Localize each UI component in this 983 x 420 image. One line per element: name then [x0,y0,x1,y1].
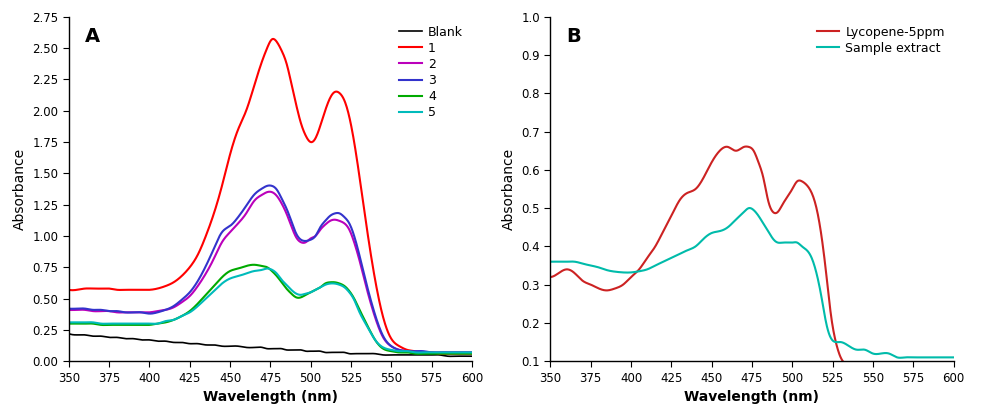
Sample extract [780,240,791,245]
Blank [297,348,309,353]
1 [298,128,310,133]
Line: Blank: Blank [69,333,472,356]
Lycopene-5ppm [569,271,581,276]
5 [87,320,99,325]
1 [308,138,319,143]
5 [63,320,75,325]
3 [63,306,75,311]
2 [308,234,319,239]
5 [308,288,319,293]
2 [63,307,75,312]
1 [411,349,423,354]
Lycopene-5ppm [802,184,814,189]
Blank [319,350,331,355]
Lycopene-5ppm [893,362,904,368]
Lycopene-5ppm [780,198,791,203]
Line: Sample extract: Sample extract [550,208,954,358]
2 [87,309,99,314]
Line: 1: 1 [69,39,472,354]
Sample extract [893,355,904,360]
3 [466,350,478,355]
3 [411,349,423,354]
Lycopene-5ppm [948,362,959,368]
3 [320,218,332,223]
Lycopene-5ppm [789,181,801,186]
4 [320,281,332,286]
X-axis label: Wavelength (nm): Wavelength (nm) [202,390,338,404]
Sample extract [948,355,959,360]
Sample extract [802,249,814,254]
2 [411,350,423,355]
4 [369,337,380,342]
Blank [466,354,478,359]
Line: 4: 4 [69,265,472,354]
3 [429,350,440,355]
Sample extract [895,355,906,360]
3 [308,235,319,240]
Lycopene-5ppm [740,144,752,149]
4 [298,294,310,299]
Sample extract [569,259,581,264]
Lycopene-5ppm [851,362,863,368]
5 [411,350,423,355]
4 [248,262,260,267]
2 [413,350,425,355]
5 [261,266,273,271]
1 [369,277,380,282]
4 [411,351,423,356]
1 [63,287,75,292]
Sample extract [850,347,862,352]
5 [466,350,478,355]
1 [466,351,478,356]
Legend: Blank, 1, 2, 3, 4, 5: Blank, 1, 2, 3, 4, 5 [397,23,466,122]
2 [466,350,478,355]
5 [369,337,380,342]
3 [369,312,380,317]
Y-axis label: Absorbance: Absorbance [13,148,27,230]
Blank [369,351,380,356]
Legend: Lycopene-5ppm, Sample extract: Lycopene-5ppm, Sample extract [814,23,948,57]
3 [298,238,310,243]
Line: Lycopene-5ppm: Lycopene-5ppm [550,147,954,365]
Sample extract [789,240,801,245]
Y-axis label: Absorbance: Absorbance [502,148,516,230]
Text: A: A [85,27,100,46]
4 [308,288,319,293]
Sample extract [545,259,556,264]
Line: 2: 2 [69,192,472,352]
1 [267,37,279,42]
X-axis label: Wavelength (nm): Wavelength (nm) [684,390,820,404]
4 [63,321,75,326]
Blank [444,354,456,359]
1 [436,351,448,356]
1 [320,105,332,110]
Blank [63,331,75,336]
2 [320,221,332,226]
2 [263,189,275,194]
2 [369,315,380,320]
4 [413,351,425,356]
4 [87,321,99,326]
Blank [410,352,422,357]
5 [320,282,332,287]
Blank [87,333,99,339]
Line: 3: 3 [69,186,472,352]
Sample extract [744,205,756,210]
3 [87,307,99,312]
Line: 5: 5 [69,268,472,352]
Blank [308,349,319,354]
2 [298,240,310,245]
5 [298,292,310,297]
Lycopene-5ppm [845,363,857,368]
Text: B: B [566,27,581,46]
Lycopene-5ppm [545,275,556,280]
3 [263,183,275,188]
1 [87,286,99,291]
5 [413,350,425,355]
4 [466,351,478,356]
